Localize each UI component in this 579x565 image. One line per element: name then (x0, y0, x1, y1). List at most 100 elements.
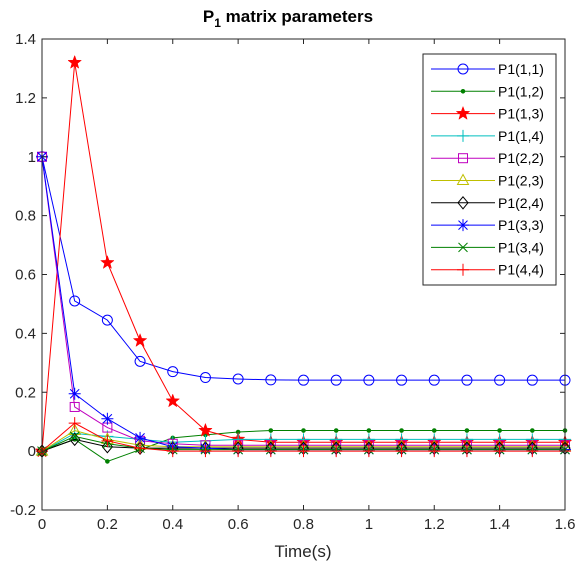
data-point (264, 445, 277, 458)
data-point (431, 428, 437, 433)
series-P1(1,4) (36, 427, 571, 458)
data-point (69, 431, 80, 442)
data-point (101, 434, 114, 447)
legend-label: P1(1,1) (498, 61, 544, 77)
data-point (166, 445, 179, 458)
y-tick-label: 0 (28, 443, 36, 460)
data-point (460, 433, 473, 446)
y-tick-label: 0.6 (15, 267, 36, 284)
y-tick-label: 0.2 (15, 384, 36, 401)
legend-item: P1(1,1) (431, 61, 544, 77)
x-tick-label: 0 (38, 516, 46, 533)
data-point (67, 54, 83, 69)
data-point (428, 374, 440, 386)
data-point (396, 374, 408, 386)
data-point (101, 314, 113, 326)
data-point (362, 433, 375, 446)
legend-label: P1(2,3) (498, 173, 544, 189)
data-point (165, 393, 181, 408)
data-point (362, 445, 375, 458)
data-point (526, 433, 539, 446)
data-point (199, 445, 212, 458)
legend-label: P1(1,2) (498, 83, 544, 99)
data-point (132, 333, 148, 347)
data-point (460, 445, 473, 458)
data-point (526, 445, 539, 458)
series-layer (34, 54, 573, 464)
legend-box (422, 53, 557, 286)
data-point (497, 428, 502, 433)
data-point (101, 412, 114, 425)
chart-title: P1 matrix parameters (203, 7, 373, 30)
data-point (105, 459, 110, 464)
y-tick-label: 1.4 (15, 31, 36, 48)
legend-item: P1(2,2) (431, 150, 544, 166)
x-tick-label: 1.6 (555, 516, 576, 533)
data-point (455, 105, 471, 120)
data-point (457, 219, 469, 232)
tick-labels: 0 0.2 0.4 0.6 0.8 1 1.2 1.4 1.6-0.200.20.40.60.8… (10, 31, 575, 533)
data-point (333, 428, 339, 433)
data-point (69, 401, 80, 412)
data-point (366, 428, 372, 433)
legend-item: P1(3,4) (431, 239, 544, 255)
y-tick-label: 0.8 (15, 208, 36, 225)
series-line (41, 156, 565, 381)
legend-item: P1(3,3) (431, 217, 544, 233)
data-point (526, 374, 538, 386)
x-tick-label: 0.4 (162, 516, 183, 533)
y-tick-label: 0.4 (15, 325, 36, 342)
legend-item: P1(2,3) (431, 173, 544, 189)
data-point (134, 431, 147, 444)
data-point (399, 428, 404, 433)
legend-item: P1(1,3) (431, 106, 544, 122)
data-point (530, 428, 535, 433)
legend-item: P1(4,4) (431, 262, 544, 278)
legend-label: P1(3,3) (498, 217, 544, 233)
data-point (493, 445, 506, 458)
data-point (68, 387, 81, 400)
legend-item: P1(2,4) (431, 195, 544, 211)
data-point (167, 366, 179, 378)
x-tick-label: 0.2 (97, 516, 118, 533)
data-point (460, 89, 466, 94)
data-point (199, 372, 211, 384)
data-point (297, 433, 310, 446)
data-point (100, 254, 115, 269)
data-point (458, 242, 468, 253)
data-point (68, 417, 81, 430)
data-point (232, 445, 245, 458)
x-axis-label: Time(s) (275, 542, 332, 561)
data-point (456, 173, 470, 185)
data-point (297, 445, 310, 458)
y-tick-label: 1 (28, 149, 36, 166)
legend-label: P1(1,4) (498, 128, 544, 144)
data-point (330, 433, 343, 446)
x-tick-label: 1 (365, 516, 373, 533)
data-point (298, 374, 309, 386)
axes (41, 38, 566, 511)
data-point (268, 428, 274, 433)
data-point (69, 295, 81, 307)
data-point (494, 374, 506, 386)
legend-label: P1(2,2) (498, 150, 544, 166)
x-tick-label: 1.2 (424, 516, 445, 533)
x-tick-label: 0.6 (228, 516, 249, 533)
data-point (457, 129, 469, 142)
legend-label: P1(4,4) (498, 262, 544, 278)
data-point (134, 355, 146, 367)
data-point (428, 445, 441, 458)
x-tick-label: 0.8 (293, 516, 314, 533)
y-tick-label: 1.2 (15, 90, 36, 107)
series-P1(4,4) (36, 417, 571, 458)
data-point (464, 428, 470, 433)
data-point (457, 63, 469, 75)
data-point (232, 433, 245, 446)
data-point (428, 433, 441, 446)
data-point (461, 374, 473, 386)
legend-label: P1(3,4) (498, 239, 544, 255)
legend: P1(1,1) P1(1,2) P1(1,3) P1(1,4) P1(2,2) P1(2,… (422, 53, 557, 286)
legend-label: P1(2,4) (498, 195, 544, 211)
data-point (232, 373, 244, 385)
